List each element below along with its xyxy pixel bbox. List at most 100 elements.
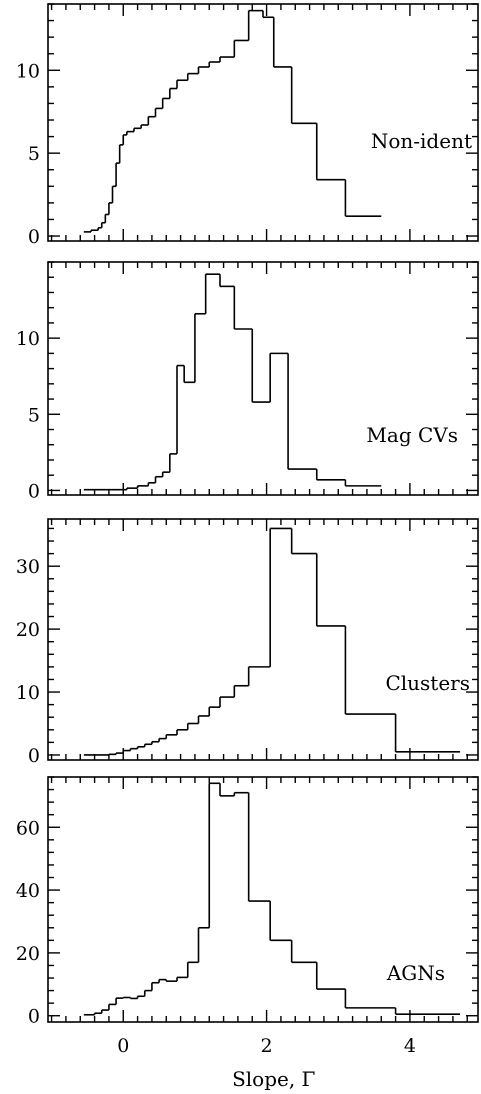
histogram-bin (291, 552, 318, 626)
histogram-bin (155, 472, 164, 478)
histogram-bin (184, 313, 196, 384)
histogram-bin (291, 122, 318, 180)
histogram-bin (248, 528, 271, 668)
histogram-bin (234, 666, 250, 687)
histogram-bin (144, 982, 153, 992)
histogram-bin (209, 782, 221, 796)
histogram-bin (101, 1004, 110, 1011)
y-tick-label: 0 (28, 480, 40, 502)
histogram-bin (105, 202, 110, 216)
histogram-bin (205, 273, 221, 287)
histogram-bin (151, 979, 160, 984)
histogram-bin (198, 783, 211, 929)
panel-label: AGNs (386, 961, 445, 985)
histogram-bin (273, 66, 293, 124)
histogram-bin (83, 1013, 96, 1016)
histogram-bin (144, 741, 153, 746)
histogram-bin (187, 66, 200, 75)
histogram-bin (130, 746, 139, 750)
histogram-bin (162, 453, 171, 473)
histogram-bin (116, 144, 121, 164)
histogram-bin (162, 88, 171, 100)
histogram-bin (166, 729, 178, 736)
y-tick-label: 20 (16, 943, 40, 965)
histogram-bin (198, 62, 211, 68)
histogram-bin (83, 754, 110, 756)
histogram-bin (83, 230, 92, 233)
histogram-bin (316, 988, 347, 1008)
histogram-bin (177, 962, 189, 979)
x-axis-title: Slope, Γ (232, 1067, 315, 1091)
histogram-bin (155, 98, 164, 110)
panel-frame (47, 3, 479, 242)
x-tick-label: 4 (404, 1035, 416, 1057)
histogram-bin (263, 16, 275, 67)
histogram-bin (209, 697, 221, 708)
histogram-bin (187, 715, 200, 725)
histogram-bin (291, 961, 318, 990)
histogram-bin (187, 927, 200, 964)
histogram-bin (209, 57, 221, 63)
histogram-bin (220, 792, 236, 797)
histogram-bin (316, 178, 347, 217)
histogram-bin (137, 990, 146, 998)
histogram-bin (234, 328, 254, 403)
histogram-bin (126, 128, 135, 133)
histogram-bin (101, 214, 107, 224)
histogram-bin (123, 996, 132, 999)
histogram-bin (252, 353, 271, 403)
histogram-bin (270, 352, 289, 470)
histogram-bin (166, 977, 178, 982)
y-tick-label: 5 (28, 404, 40, 426)
x-tick-label: 0 (117, 1035, 129, 1057)
histogram-bin (159, 978, 168, 982)
histogram-bin (137, 482, 150, 487)
histogram-bin (177, 364, 185, 383)
y-tick-label: 5 (28, 143, 40, 165)
panel-frame (47, 518, 479, 761)
histogram-bin (98, 222, 103, 229)
histogram-bin (220, 685, 236, 698)
histogram-bin (123, 131, 128, 136)
y-tick-label: 30 (16, 556, 40, 578)
histogram-bin (248, 9, 264, 18)
histogram-bin (169, 365, 178, 455)
y-tick-label: 10 (16, 682, 40, 704)
histogram-bin (177, 723, 189, 731)
histogram-bin (345, 1007, 397, 1015)
y-tick-label: 10 (16, 328, 40, 350)
panel-label: Mag CVs (366, 423, 458, 447)
panel-label: Non-ident (371, 129, 472, 153)
histogram-bin (194, 274, 207, 315)
x-tick-label: 2 (261, 1035, 273, 1057)
y-tick-label: 60 (16, 817, 40, 839)
panel-label: Clusters (385, 671, 470, 695)
histogram-bin (119, 134, 125, 146)
histogram-bin (234, 791, 250, 902)
histogram-bin (130, 996, 139, 1000)
histogram-bin (234, 10, 250, 42)
histogram-bin (108, 998, 117, 1006)
histogram-bin (288, 468, 318, 480)
histogram-bin (94, 1010, 103, 1015)
histogram-bin (112, 163, 117, 188)
histogram-bin (198, 707, 211, 717)
histogram-bin (177, 73, 189, 82)
histogram-bin (108, 186, 114, 204)
histogram-bin (137, 744, 146, 748)
histogram-bin (248, 900, 271, 941)
histogram-bin (116, 997, 125, 999)
histogram-bin (220, 285, 236, 330)
panel-frame (47, 261, 479, 496)
histogram-bin (169, 80, 178, 90)
histogram-bin (141, 116, 150, 126)
histogram-bin (91, 227, 99, 232)
histogram-bin (151, 738, 160, 743)
histogram-bin (159, 734, 168, 740)
y-tick-label: 0 (28, 745, 40, 767)
histogram-bin (345, 713, 397, 752)
histogram-bin (148, 476, 157, 484)
y-tick-label: 20 (16, 619, 40, 641)
histogram-bin (316, 625, 347, 715)
histogram-bin (148, 108, 157, 118)
